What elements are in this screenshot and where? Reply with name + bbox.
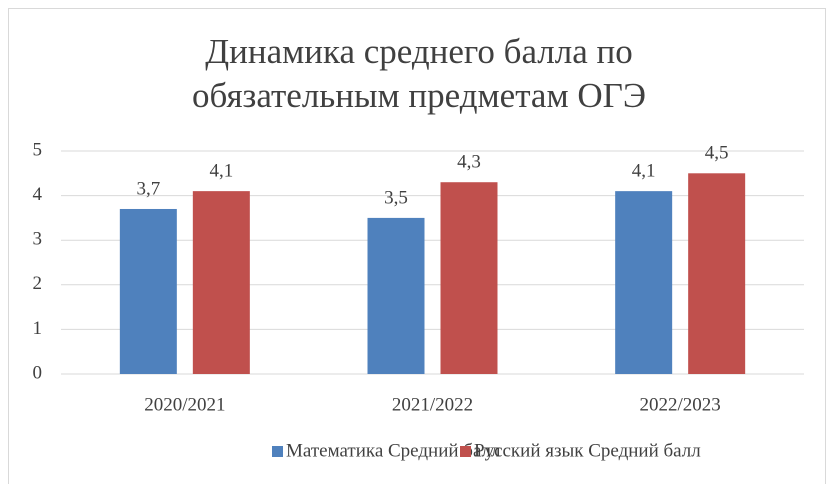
data-label: 3,7	[136, 178, 160, 199]
x-tick-label: 2020/2021	[144, 394, 225, 415]
y-tick-label: 3	[33, 229, 43, 250]
data-label: 4,1	[632, 160, 656, 181]
y-tick-label: 1	[33, 318, 43, 339]
x-tick-label: 2021/2022	[392, 394, 473, 415]
x-tick-label: 2022/2023	[640, 394, 721, 415]
data-label: 4,3	[457, 152, 481, 173]
bar	[192, 191, 250, 374]
bar	[440, 182, 498, 374]
bar	[367, 217, 425, 374]
data-label: 4,1	[209, 160, 233, 181]
bar	[615, 191, 673, 374]
y-tick-label: 2	[33, 273, 43, 294]
y-tick-label: 4	[33, 184, 43, 205]
bar	[688, 173, 746, 374]
legend-label: Математика Средний балл	[286, 440, 501, 461]
y-tick-label: 5	[33, 139, 43, 160]
legend-swatch	[272, 446, 283, 457]
data-label: 4,5	[705, 143, 729, 164]
chart-title: Динамика среднего балла по обязательным …	[192, 32, 646, 115]
y-tick-label: 0	[33, 362, 43, 383]
legend-swatch	[460, 446, 471, 457]
data-label: 3,5	[384, 187, 408, 208]
bar	[119, 208, 177, 374]
legend-label: Русский язык Средний балл	[474, 440, 701, 461]
